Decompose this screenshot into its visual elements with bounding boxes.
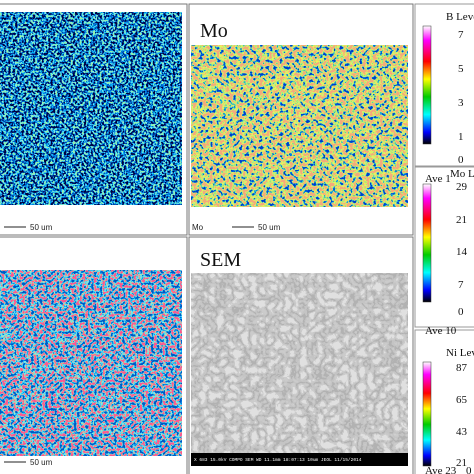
colorbar-title: Ni Level [446,347,474,359]
element-label: Mo [192,223,204,232]
colorbar-title: Mo Level [450,168,474,180]
frames [0,3,414,474]
scale-bar: 50 um [258,223,281,232]
colorbars: B Level 7 5 3 1 0 Ave 1 Mo Level 29 21 1… [414,3,474,474]
colorbar-tick: 3 [458,97,464,109]
ni-map [0,270,182,456]
colorbar-tick: 65 [456,394,468,406]
colorbar-average: Ave 10 [425,325,457,337]
colorbar-tick: 7 [458,279,464,291]
colorbar-tick: 1 [458,131,464,143]
colorbar-tick: 29 [456,181,468,193]
colorbar [422,361,432,467]
sem-info: X 683 15.0kV COMPO SEM WD 11.1mm 18:07:1… [194,457,362,463]
colorbar-tick: 5 [458,63,464,75]
colorbar-average: Ave 1 [425,173,451,185]
colorbar-tick: 43 [456,426,468,438]
scale-bar: 50 um [30,458,53,467]
colorbar [422,25,432,145]
colorbar-tick: 21 [456,214,467,226]
colorbar-tick: 14 [456,246,468,258]
panel-label: Mo [200,20,228,42]
sem-image [191,273,408,453]
mo-map [191,45,408,207]
colorbar-tick: 0 [458,154,464,166]
colorbar-tick: 87 [456,362,468,374]
colorbar-tick: 7 [458,29,464,41]
colorbar-tick: 21 [456,457,467,469]
scale-bar: 50 um [30,223,53,232]
b-map [0,12,182,205]
colorbar-title: B Level [446,11,474,23]
colorbar-tick: 0 [466,465,472,474]
colorbar-average: Ave 23 [425,465,457,474]
colorbar-tick: 0 [458,306,464,318]
panel-label: SEM [200,249,241,271]
colorbar [422,183,432,303]
info-bar [191,453,408,466]
